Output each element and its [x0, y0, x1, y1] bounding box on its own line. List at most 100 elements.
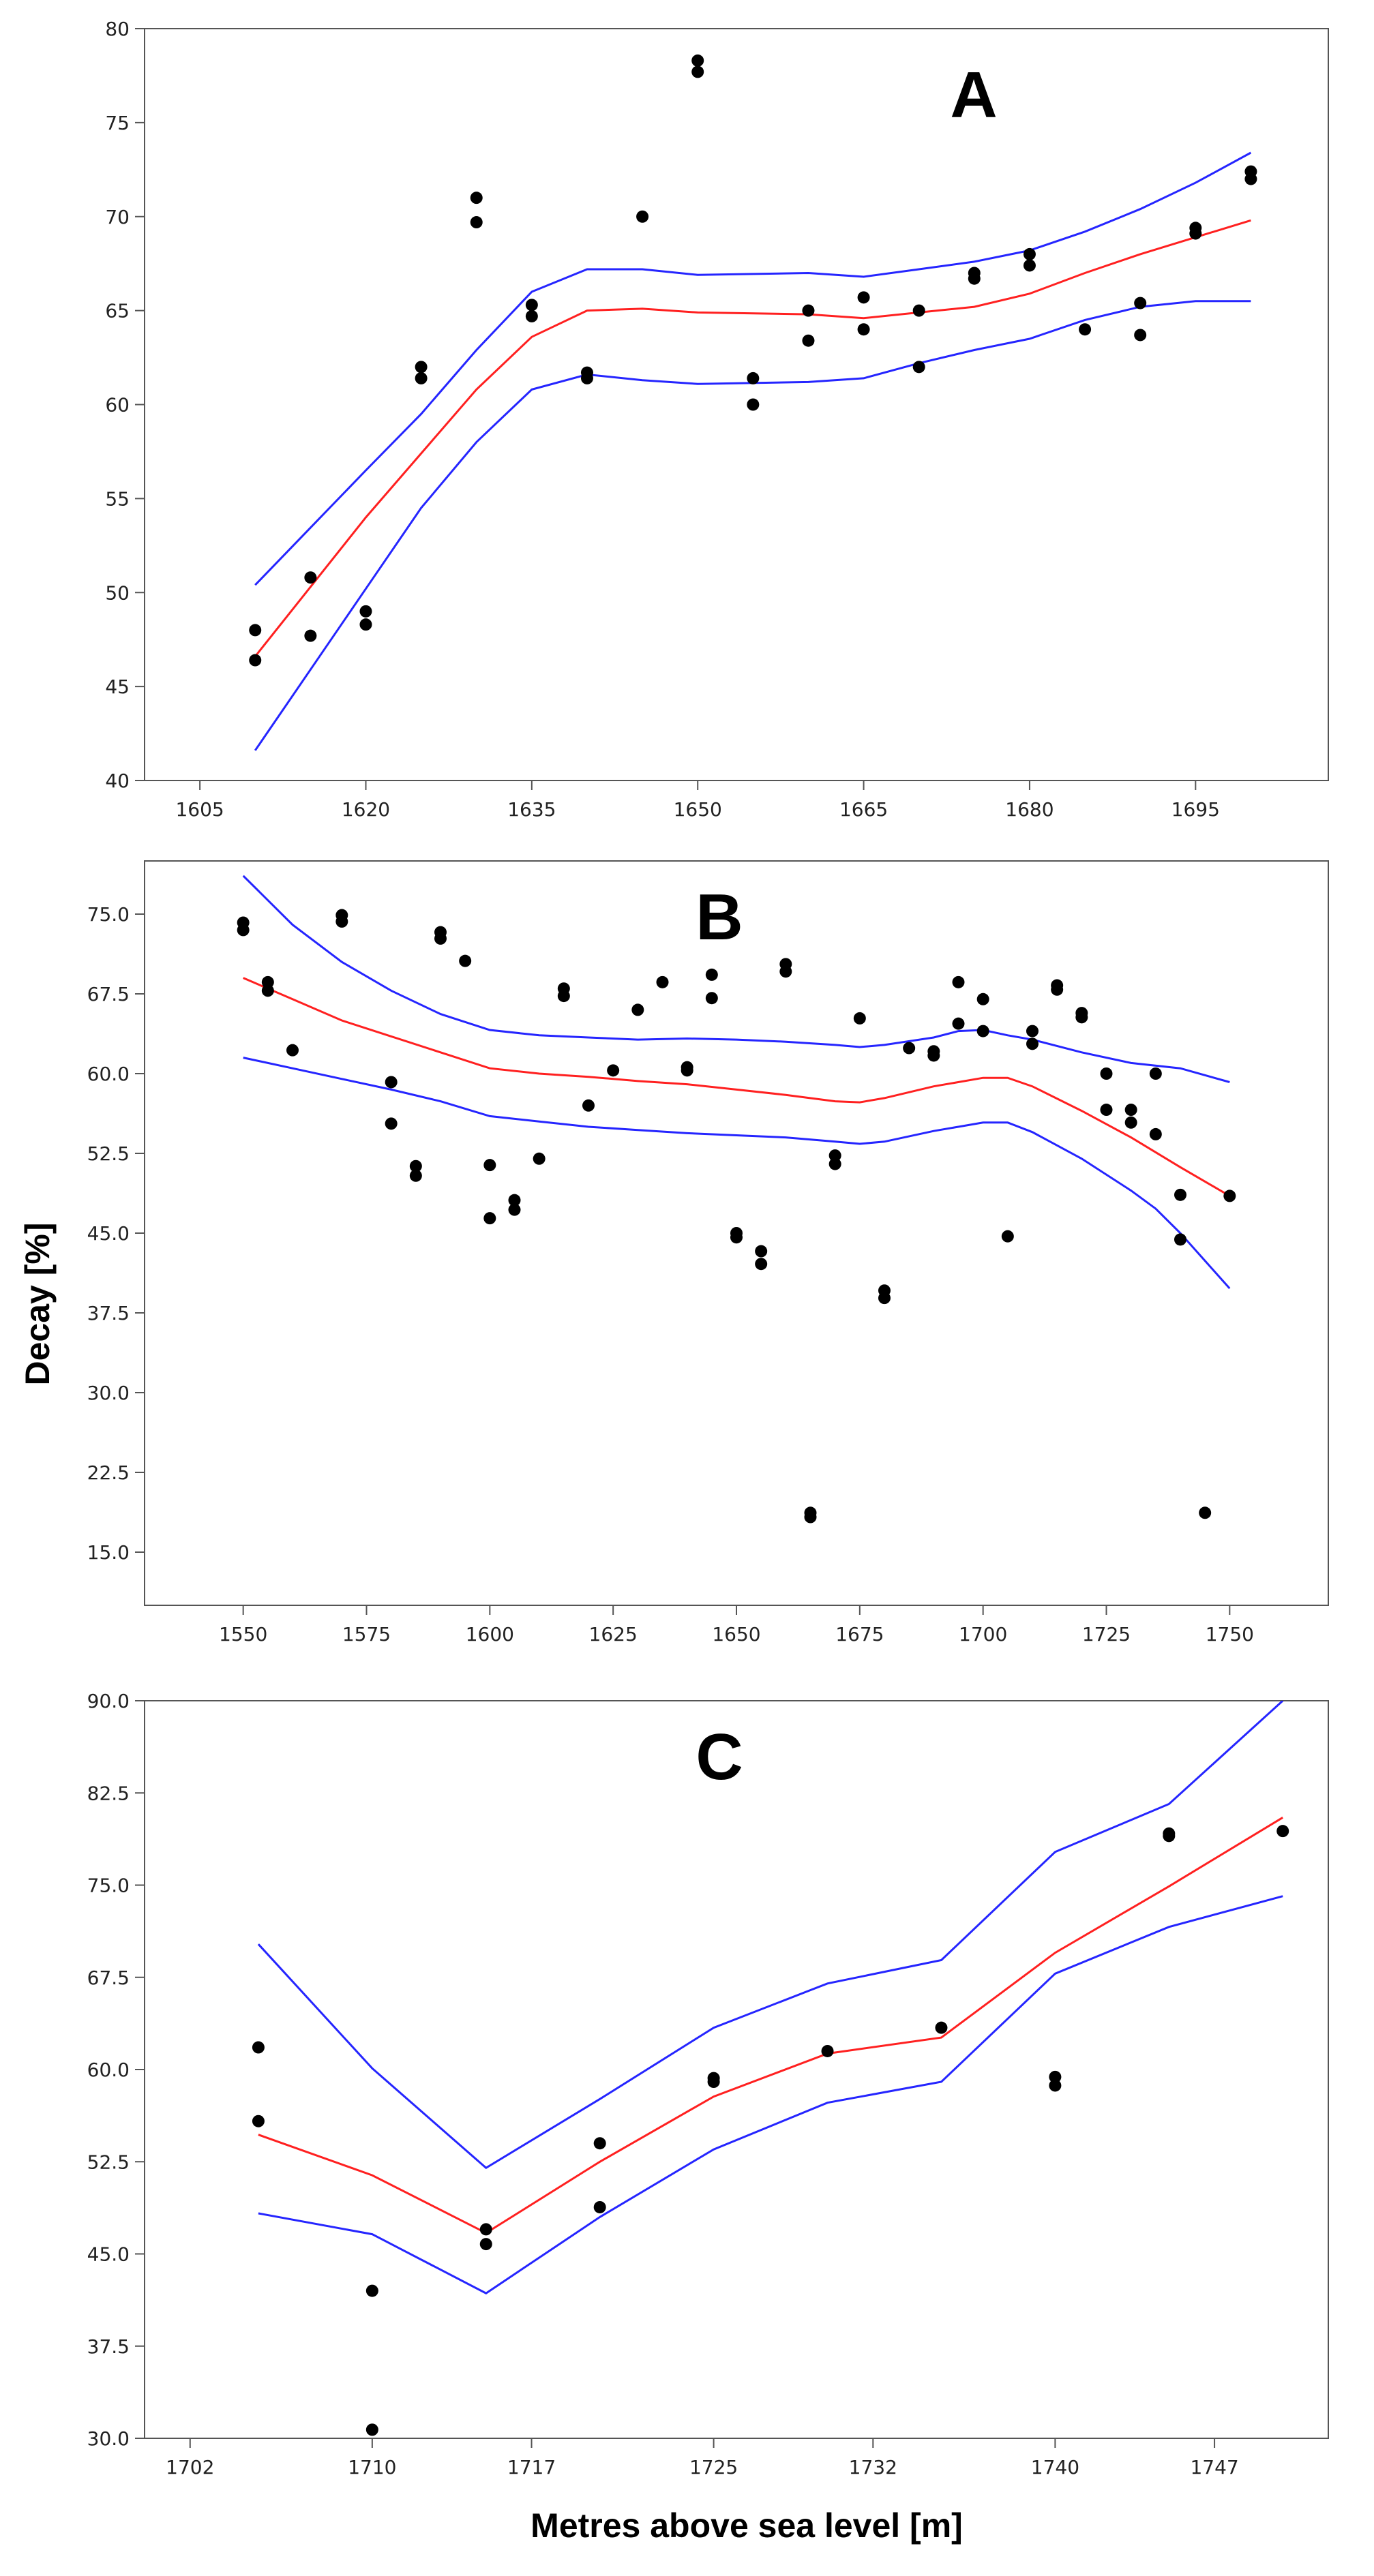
data-point	[483, 1159, 496, 1172]
data-point	[952, 975, 965, 988]
data-point	[1026, 1037, 1039, 1050]
data-point	[952, 1017, 965, 1030]
data-point	[1149, 1127, 1162, 1140]
data-point	[927, 1049, 940, 1062]
data-point	[1100, 1104, 1113, 1117]
x-tick-label: 1717	[507, 2456, 556, 2479]
data-point	[691, 54, 704, 67]
data-point	[582, 1099, 595, 1112]
data-point	[1001, 1230, 1014, 1243]
y-tick-label: 45.0	[87, 2243, 130, 2266]
data-point	[1023, 247, 1036, 260]
data-point	[483, 1212, 496, 1225]
y-tick-label: 82.5	[87, 1782, 130, 1804]
x-axis-title: Metres above sea level [m]	[531, 2506, 963, 2545]
data-point	[1276, 1825, 1289, 1838]
data-point	[580, 372, 593, 384]
panel-letter: C	[696, 1721, 743, 1793]
data-point	[656, 975, 669, 988]
x-tick-label: 1625	[589, 1623, 638, 1646]
y-tick-label: 52.5	[87, 2151, 130, 2173]
x-tick-label: 1725	[689, 2456, 738, 2479]
data-point	[385, 1117, 398, 1130]
plot-area	[257, 1701, 1284, 2294]
data-point	[1189, 227, 1202, 240]
data-point	[779, 965, 792, 978]
data-point	[853, 1012, 866, 1025]
data-point	[802, 334, 815, 347]
data-point	[1049, 2079, 1062, 2092]
data-point	[434, 932, 447, 945]
data-point	[1134, 297, 1147, 309]
data-point	[903, 1042, 916, 1055]
fit-line	[254, 219, 1251, 657]
data-point	[681, 1064, 693, 1077]
upper-confidence-line	[242, 875, 1230, 1083]
x-tick-label: 1600	[466, 1623, 514, 1646]
data-point	[261, 975, 274, 988]
data-point	[286, 1044, 299, 1057]
y-tick-label: 90.0	[87, 1690, 130, 1712]
y-tick-label: 40	[105, 770, 130, 792]
data-point	[828, 1149, 841, 1162]
lower-confidence-line	[243, 1057, 1231, 1290]
data-point	[304, 571, 317, 584]
panel-a: 40 45 50 55 60 65 70 75 80 1605 1620 1635 1650 1665 16…	[105, 18, 1329, 821]
data-point	[409, 1160, 422, 1172]
y-tick-label: 60.0	[87, 2059, 130, 2081]
data-point	[415, 361, 428, 374]
x-tick-label: 1575	[342, 1623, 391, 1646]
y-tick-label: 67.5	[87, 1967, 130, 1989]
data-point	[935, 2021, 948, 2034]
y-tick-label: 45	[105, 676, 130, 698]
data-point	[747, 372, 760, 384]
x-tick-label: 1675	[835, 1623, 884, 1646]
data-point	[976, 992, 989, 1005]
x-tick-label: 1747	[1190, 2456, 1238, 2479]
data-point	[821, 2044, 834, 2057]
data-point	[508, 1203, 521, 1216]
data-point	[1026, 1025, 1039, 1037]
data-point	[252, 2041, 265, 2054]
x-tick-label: 1732	[849, 2456, 897, 2479]
data-point	[365, 2423, 378, 2436]
data-point	[1023, 259, 1036, 272]
data-point	[1149, 1067, 1162, 1080]
panel-letter: A	[950, 59, 997, 132]
x-tick-label: 1725	[1082, 1623, 1131, 1646]
data-point	[359, 618, 372, 631]
y-axis-title: Decay [%]	[18, 1223, 57, 1386]
data-point	[479, 2238, 492, 2251]
data-point	[479, 2223, 492, 2236]
data-point	[691, 65, 704, 78]
x-tick-label: 1550	[219, 1623, 267, 1646]
y-tick-label: 52.5	[87, 1142, 130, 1165]
y-tick-label: 55	[105, 487, 130, 510]
data-point	[828, 1157, 841, 1170]
data-point	[261, 984, 274, 997]
data-point	[1079, 323, 1092, 336]
x-tick-label: 1605	[175, 798, 224, 821]
data-point	[1049, 2070, 1062, 2083]
y-tick-label: 22.5	[87, 1461, 130, 1484]
x-tick-label: 1702	[166, 2456, 214, 2479]
data-point	[1134, 329, 1147, 342]
data-point	[1051, 983, 1064, 996]
data-point	[593, 2137, 606, 2150]
y-tick-label: 75	[105, 112, 130, 134]
data-point	[912, 304, 925, 317]
data-point	[804, 1511, 817, 1524]
x-tick-label: 1680	[1005, 798, 1054, 821]
data-point	[335, 915, 348, 928]
data-point	[802, 304, 815, 317]
lower-confidence-line	[258, 1895, 1283, 2294]
y-tick-label: 80	[105, 18, 130, 40]
x-tick-label: 1695	[1171, 798, 1220, 821]
data-point	[365, 2284, 378, 2297]
y-tick-label: 65	[105, 300, 130, 322]
data-point	[249, 624, 262, 637]
data-point	[705, 992, 718, 1005]
panel-c: 30.0 37.5 45.0 52.5 60.0 67.5 75.0 82.5 90.0 1702…	[87, 1690, 1329, 2479]
data-point	[878, 1292, 891, 1305]
